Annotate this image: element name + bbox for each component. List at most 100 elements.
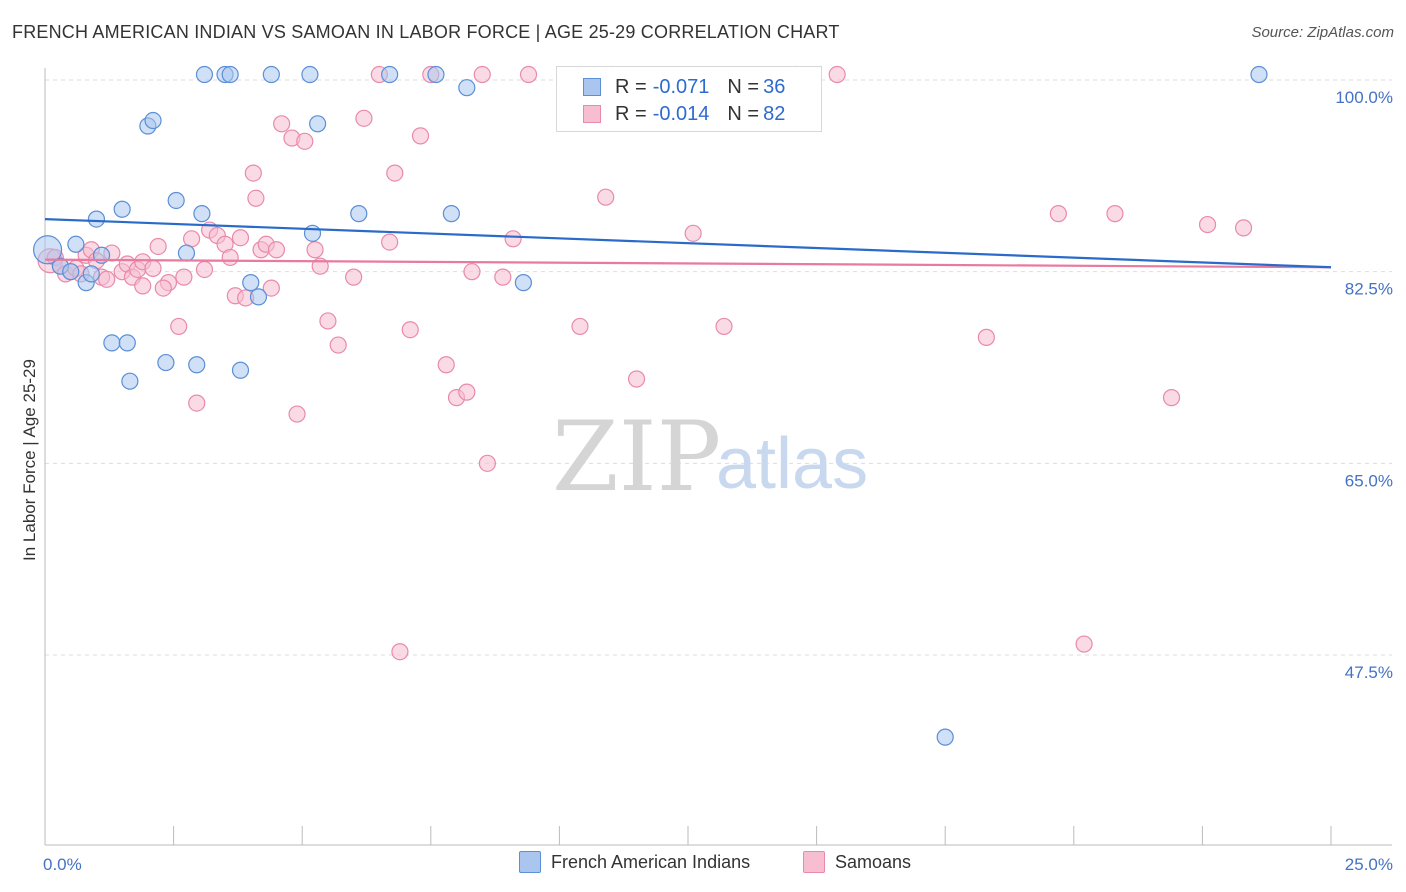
y-tick-label: 65.0% [1345,471,1393,490]
legend-n-label-2: N = [727,102,760,125]
point-french-american-indians [442,205,460,223]
point-french-american-indians [1250,65,1268,84]
point-samoans [1075,635,1093,653]
point-samoans [1234,219,1253,237]
legend-label-samoans: Samoans [835,851,912,872]
legend-label-french-american-indians: French American Indians [551,851,751,872]
legend-n-value-2: 82 [763,102,786,125]
legend-swatch-blue [583,78,601,96]
point-french-american-indians [167,191,185,210]
trend-lines [44,217,1332,269]
y-tick-label: 100.0% [1335,88,1393,107]
point-french-american-indians [350,205,368,223]
legend-r-value-2: -0.014 [652,102,710,125]
point-samoans [571,317,589,336]
point-french-american-indians [514,274,532,292]
point-samoans [244,164,262,182]
point-samoans [386,164,404,182]
point-samoans [273,115,291,133]
point-samoans [828,65,846,84]
watermark-zip: ZIP [552,401,721,513]
point-samoans [247,189,265,207]
point-french-american-indians [177,244,196,262]
point-samoans [401,321,419,339]
point-samoans [188,394,206,412]
point-french-american-indians [427,65,445,84]
point-french-american-indians [936,728,954,746]
point-french-american-indians [157,353,175,372]
x-tick-label: 25.0% [1345,855,1393,874]
point-samoans [715,317,733,336]
trend-line-french-american-indians [44,217,1332,269]
legend-n-value-1: 36 [763,75,786,98]
point-samoans [504,230,522,248]
y-axis-label: In Labor Force | Age 25-29 [20,359,39,561]
source-label: Source: ZipAtlas.com [1251,24,1394,41]
point-french-american-indians [458,79,476,97]
point-samoans [627,370,646,388]
legend-row-french-american-indians: R = -0.071 N = 36 [583,74,785,100]
point-french-american-indians [249,288,268,306]
point-samoans [98,270,116,288]
point-samoans [149,237,167,256]
point-samoans [262,279,280,297]
point-samoans [329,336,347,354]
point-samoans [1162,389,1181,407]
point-french-american-indians [118,334,136,352]
point-samoans [231,229,250,247]
point-french-american-indians [82,265,100,283]
data-points [32,65,1268,746]
point-samoans [1049,205,1067,223]
point-french-american-indians [262,65,280,84]
legend-item-samoans: Samoans [803,851,911,873]
point-samoans [134,277,152,295]
watermark: ZIP atlas [552,401,868,513]
point-french-american-indians [195,65,214,84]
legend-r-label-1: R = [615,75,647,98]
point-samoans [381,233,399,251]
point-samoans [437,356,455,374]
axes [44,68,1392,846]
point-french-american-indians [188,356,206,374]
tick-labels: 100.0% 82.5% 65.0% 47.5% 0.0% 25.0% [43,88,1393,874]
correlation-legend: R = -0.071 N = 36 R = -0.014 N = 82 [556,66,822,132]
point-samoans [458,383,476,401]
point-samoans [183,230,201,248]
point-samoans [411,127,430,145]
y-tick-label: 82.5% [1345,280,1393,299]
point-french-american-indians [67,235,85,253]
point-samoans [175,268,193,286]
point-french-american-indians [87,210,106,228]
watermark-atlas: atlas [716,424,868,504]
point-samoans [345,268,363,286]
point-french-american-indians [103,334,121,352]
point-french-american-indians [309,115,327,133]
point-french-american-indians [242,274,260,292]
point-french-american-indians [62,263,80,281]
point-samoans [144,259,162,277]
point-samoans [494,268,512,286]
point-samoans [473,65,491,84]
point-french-american-indians [221,65,239,84]
point-french-american-indians [301,65,319,84]
legend-swatch-samoans [803,851,825,873]
chart-title: FRENCH AMERICAN INDIAN VS SAMOAN IN LABO… [12,22,840,42]
point-french-american-indians [113,200,131,218]
legend-row-samoans: R = -0.014 N = 82 [583,101,785,127]
point-samoans [288,405,306,423]
point-french-american-indians [193,205,211,223]
point-samoans [296,132,314,150]
point-samoans [391,643,409,661]
legend-n-label-1: N = [727,75,760,98]
series-legend: French American Indians Samoans [0,851,1406,879]
point-samoans [319,312,337,330]
x-tick-label: 0.0% [43,855,82,874]
legend-item-french-american-indians: French American Indians [519,851,750,873]
point-samoans [684,224,702,242]
point-samoans [221,248,239,267]
legend-swatch-french-american-indians [519,851,541,873]
point-french-american-indians [32,235,63,265]
legend-r-value-1: -0.071 [652,75,710,98]
trend-line-samoans [44,258,1332,269]
